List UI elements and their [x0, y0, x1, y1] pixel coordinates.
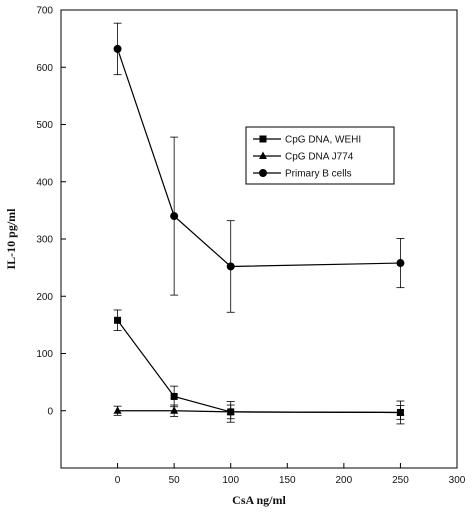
y-tick-label: 700: [36, 6, 53, 17]
y-tick-label: 300: [36, 235, 53, 246]
plot-frame: [60, 9, 458, 469]
legend-marker: [259, 169, 267, 177]
series-layer: [113, 22, 405, 425]
x-tick-label: 300: [449, 475, 466, 486]
y-tick-label: 100: [36, 349, 53, 360]
x-axis-title: CsA ng/ml: [232, 493, 286, 507]
x-axis: 0 50 100 150 200 250 300: [115, 463, 466, 486]
y-axis: 0 100 200 300 400 500 600 700: [36, 6, 66, 417]
data-point: [396, 407, 405, 416]
x-tick-label: 150: [279, 475, 296, 486]
data-point: [170, 212, 179, 221]
data-point: [113, 406, 122, 414]
series-1: [113, 404, 405, 420]
series-line: [117, 319, 401, 414]
series-2: [113, 22, 405, 313]
legend-marker: [259, 151, 267, 159]
y-tick-label: 500: [36, 120, 53, 131]
x-tick-label: 0: [115, 475, 121, 486]
x-tick-label: 50: [169, 475, 181, 486]
series-0: [113, 309, 405, 425]
legend-label: CpG DNA, WEHI: [285, 135, 361, 146]
data-point: [396, 259, 405, 268]
y-axis-title: IL-10 pg/ml: [4, 208, 18, 270]
series-line: [117, 48, 401, 268]
data-point: [113, 44, 122, 53]
data-point: [226, 407, 235, 415]
data-point: [170, 406, 179, 414]
data-point: [226, 262, 235, 271]
series-line: [117, 410, 401, 414]
x-tick-label: 100: [222, 475, 239, 486]
legend: CpG DNA, WEHI CpG DNA J774 Primary B cells: [245, 126, 395, 185]
legend-marker: [259, 135, 267, 143]
legend-label: CpG DNA J774: [285, 152, 354, 163]
y-tick-label: 200: [36, 292, 53, 303]
y-tick-label: 400: [36, 177, 53, 188]
x-tick-label: 250: [392, 475, 409, 486]
data-point: [114, 316, 122, 324]
data-point: [170, 392, 178, 400]
legend-label: Primary B cells: [285, 169, 352, 180]
x-tick-label: 200: [336, 475, 353, 486]
y-tick-label: 0: [47, 406, 53, 417]
y-tick-label: 600: [36, 63, 53, 74]
